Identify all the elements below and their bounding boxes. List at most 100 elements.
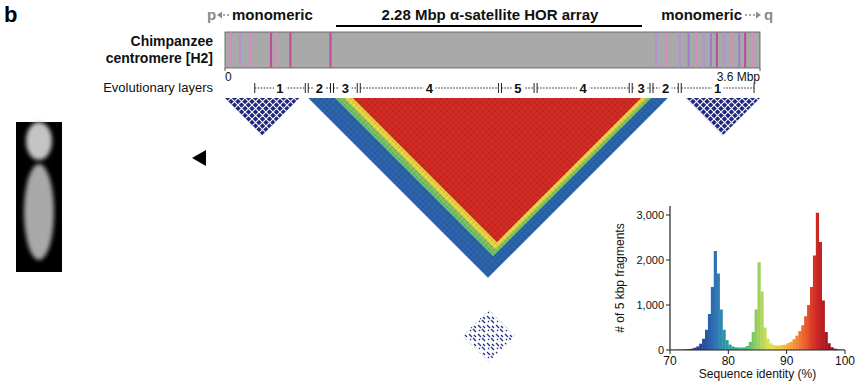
- monomeric-block: [225, 98, 299, 135]
- layer-bound: [678, 83, 679, 93]
- monomeric-grid: [686, 98, 760, 135]
- identity-texture: [335, 98, 652, 256]
- title-line: centromere [H2]: [106, 50, 213, 66]
- layer-label: 3: [342, 81, 349, 96]
- track-stripe: [695, 33, 697, 68]
- chromosome-image: [16, 122, 62, 272]
- layer-label: 1: [714, 81, 721, 96]
- layer-label: 2: [662, 81, 669, 96]
- track-stripe: [270, 33, 272, 68]
- track-stripe: [275, 33, 277, 68]
- layer-label: 1: [276, 81, 283, 96]
- track-stripe: [230, 33, 232, 68]
- histogram-bar: [702, 339, 705, 350]
- layer-label: 4: [580, 81, 588, 96]
- chromosome-arm: [24, 164, 54, 260]
- y-tick: [666, 215, 670, 216]
- histogram-bar: [810, 287, 813, 350]
- y-tick: [666, 260, 670, 261]
- identity-texture: [353, 98, 641, 242]
- layer-bound: [360, 83, 361, 93]
- sequence-track: [225, 32, 760, 68]
- histogram-bar: [828, 343, 831, 350]
- histogram-bar: [825, 332, 828, 350]
- track-stripe: [665, 33, 667, 68]
- layer-bound: [754, 83, 755, 93]
- layer-bound: [330, 83, 331, 93]
- monomeric-right: monomeric: [661, 6, 742, 23]
- track-stripe: [723, 33, 725, 68]
- identity-block: [335, 98, 652, 256]
- hor-line: [336, 25, 642, 27]
- track-stripe: [716, 33, 718, 68]
- histogram-bar: [711, 287, 714, 350]
- p-arrowhead: [217, 12, 222, 19]
- q-arrow: [745, 14, 756, 16]
- y-axis: [669, 206, 670, 350]
- histogram-bar: [784, 345, 787, 350]
- histogram-bar: [714, 251, 717, 350]
- monomeric-left: monomeric: [232, 6, 313, 23]
- q-arm: q: [764, 6, 773, 23]
- x-tick-label: 80: [722, 354, 736, 368]
- layer-bound: [498, 83, 499, 93]
- histogram-bar: [822, 301, 825, 351]
- x-axis-label: Sequence identity (%): [699, 367, 816, 381]
- track-stripe: [752, 33, 754, 68]
- histogram-bar: [781, 345, 784, 350]
- histogram-bars: [670, 213, 845, 350]
- histogram-bar: [723, 330, 726, 350]
- identity-block: [344, 98, 647, 250]
- layer-label: 5: [514, 81, 521, 96]
- chromosome-arm: [26, 122, 52, 160]
- histogram-bar: [813, 256, 816, 351]
- genome-tick-label: 0: [225, 70, 232, 84]
- histogram-bar: [720, 310, 723, 351]
- histogram-bar: [760, 292, 763, 351]
- track-stripe: [655, 33, 657, 68]
- histogram-bar: [725, 340, 728, 350]
- histogram-bar: [699, 344, 702, 350]
- y-axis-label: # of 5 kbp fragments: [613, 223, 627, 332]
- y-tick-label: 3,000: [636, 209, 664, 221]
- histogram-bar: [787, 343, 790, 350]
- histogram-bar: [758, 262, 761, 350]
- histogram-bar: [746, 346, 749, 350]
- identity-block: [353, 98, 641, 242]
- layer-bound: [333, 83, 334, 93]
- track-stripe: [330, 33, 332, 68]
- layer-bound: [650, 83, 651, 93]
- figure: bpmonomeric2.28 Mbp α-satellite HOR arra…: [0, 0, 860, 381]
- p-arm: p: [207, 6, 216, 23]
- layer-label: 4: [426, 81, 434, 96]
- y-tick: [666, 350, 670, 351]
- y-tick: [666, 305, 670, 306]
- histogram-bar: [728, 345, 731, 350]
- layer-bound: [357, 83, 358, 93]
- histogram-bar: [749, 342, 752, 350]
- layer-bound: [501, 83, 502, 93]
- centromere-arrow: [192, 150, 206, 166]
- layer-bound: [537, 83, 538, 93]
- x-axis: [670, 349, 845, 350]
- panel-label: b: [4, 2, 17, 27]
- layer-bound: [653, 83, 654, 93]
- track-stripe: [710, 33, 712, 68]
- layer-bound: [629, 83, 630, 93]
- monomeric-grid: [225, 98, 299, 135]
- y-tick-label: 2,000: [636, 254, 664, 266]
- monomeric-block: [686, 98, 760, 135]
- layer-bound: [305, 83, 306, 93]
- layer-bound: [632, 83, 633, 93]
- histogram-bar: [790, 342, 793, 350]
- layer-bound: [534, 83, 535, 93]
- track-stripe: [688, 33, 690, 68]
- layer-bound: [254, 83, 255, 93]
- histogram-bar: [816, 213, 819, 350]
- track-stripe: [239, 33, 241, 68]
- histogram-bar: [763, 328, 766, 351]
- histogram-bar: [717, 274, 720, 351]
- histogram-bar: [801, 325, 804, 350]
- histogram-bar: [778, 346, 781, 351]
- histogram-bar: [766, 339, 769, 350]
